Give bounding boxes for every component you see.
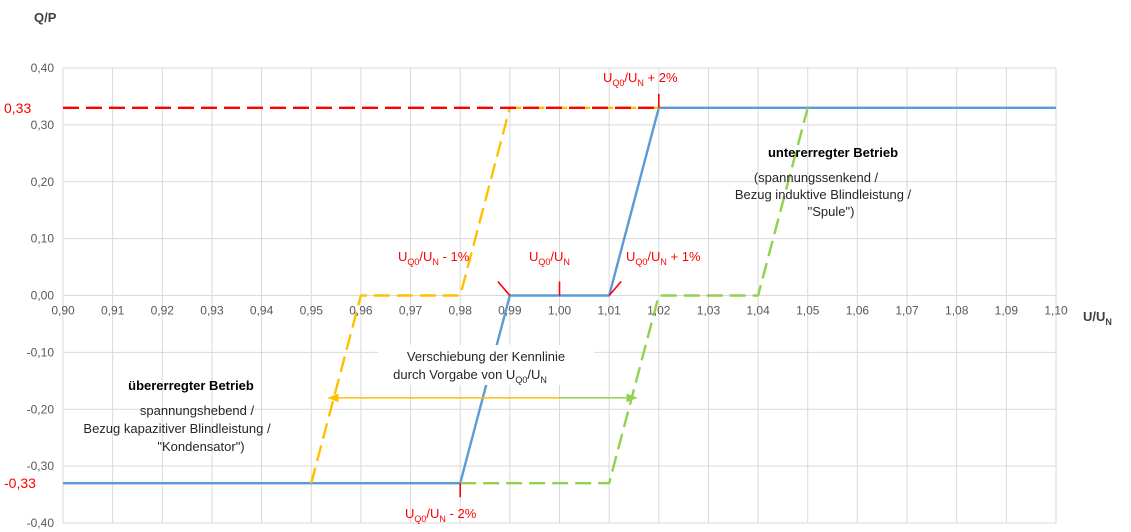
x-tick-label: 1,10 (1044, 304, 1068, 318)
y-tick-label: -0,10 (27, 345, 55, 359)
y-axis-title: Q/P (34, 10, 57, 25)
under-title: untererregter Betrieb (768, 145, 898, 160)
y-tick-label: -0,40 (27, 516, 55, 530)
under-line-1: (spannungssenkend / (754, 170, 879, 185)
label-plus1: UQ0/UN + 1% (626, 249, 701, 267)
x-tick-label: 1,04 (746, 304, 770, 318)
y-tick-label: 0,00 (31, 289, 55, 303)
x-tick-label: 0,97 (399, 304, 423, 318)
shift-block: Verschiebung der Kennlinie durch Vorgabe… (378, 345, 594, 385)
x-tick-label: 0,91 (101, 304, 125, 318)
over-excited-block: übererregter Betrieb spannungshebend / B… (83, 378, 271, 454)
over-line-3: "Kondensator") (157, 439, 244, 454)
x-tick-label: 0,94 (250, 304, 274, 318)
y-tick-label: 0,30 (31, 118, 55, 132)
under-excited-block: untererregter Betrieb (spannungssenkend … (735, 145, 912, 219)
x-tick-label: 0,99 (498, 304, 522, 318)
x-tick-labels: 0,90 0,91 0,92 0,93 0,94 0,95 0,96 0,97 0,98 0,99… (51, 304, 1068, 318)
y-marked-label: -0,33 (4, 475, 36, 491)
x-tick-label: 1,02 (647, 304, 671, 318)
shift-line-1: Verschiebung der Kennlinie (407, 349, 565, 364)
marker-line (608, 280, 622, 297)
x-tick-label: 1,08 (945, 304, 969, 318)
label-minus2: UQ0/UN - 2% (405, 506, 477, 524)
x-tick-label: 1,06 (846, 304, 870, 318)
over-line-2: Bezug kapazitiver Blindleistung / (83, 421, 271, 436)
label-plus2: UQ0/UN + 2% (603, 70, 678, 88)
over-title: übererregter Betrieb (128, 378, 254, 393)
marker-line (497, 280, 511, 297)
y-tick-labels: 0,40 0,30 0,20 0,10 0,00 -0,10 -0,20 -0,30 -0,40… (4, 61, 54, 530)
under-line-2: Bezug induktive Blindleistung / (735, 187, 912, 202)
shift-text-background (378, 345, 594, 385)
label-zero: UQ0/UN (529, 249, 570, 267)
x-tick-label: 0,90 (51, 304, 75, 318)
y-marked-label: 0,33 (4, 100, 31, 116)
shift-line-2: durch Vorgabe von UQ0/UN (393, 367, 547, 385)
y-tick-label: 0,40 (31, 61, 55, 75)
y-tick-label: 0,10 (31, 232, 55, 246)
x-tick-label: 1,03 (697, 304, 721, 318)
x-tick-label: 0,92 (151, 304, 175, 318)
x-tick-label: 1,07 (895, 304, 919, 318)
x-tick-label: 1,01 (597, 304, 621, 318)
x-tick-label: 1,09 (995, 304, 1019, 318)
under-line-3: "Spule") (808, 204, 855, 219)
x-tick-label: 0,95 (300, 304, 324, 318)
y-tick-label: 0,20 (31, 175, 55, 189)
x-tick-label: 1,05 (796, 304, 820, 318)
red-markers (459, 93, 660, 498)
x-tick-label: 1,00 (548, 304, 572, 318)
over-line-1: spannungshebend / (140, 403, 255, 418)
y-tick-label: -0,20 (27, 402, 55, 416)
label-minus1: UQ0/UN - 1% (398, 249, 470, 267)
x-axis-title: U/UN (1083, 309, 1112, 327)
y-tick-label: -0,30 (27, 459, 55, 473)
x-tick-label: 0,96 (349, 304, 373, 318)
series-line (460, 107, 809, 485)
x-tick-label: 0,98 (449, 304, 473, 318)
x-tick-label: 0,93 (200, 304, 224, 318)
